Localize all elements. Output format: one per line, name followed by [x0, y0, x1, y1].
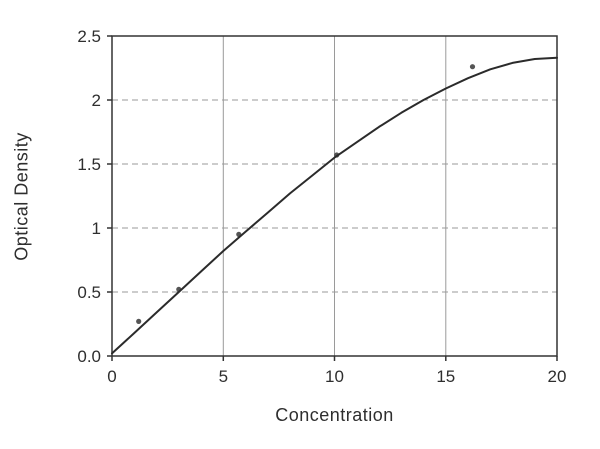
y-tick-label: 0.5 — [77, 283, 101, 302]
y-tick-label: 1 — [92, 219, 101, 238]
y-tick-label: 2.5 — [77, 27, 101, 46]
x-axis-label: Concentration — [275, 405, 394, 425]
x-tick-label: 0 — [107, 367, 116, 386]
x-tick-label: 5 — [219, 367, 228, 386]
fitted-curve — [111, 56, 558, 355]
y-tick-label: 0.0 — [77, 347, 101, 366]
data-point — [136, 318, 142, 324]
x-tick-label: 15 — [436, 367, 455, 386]
x-tick-label: 10 — [325, 367, 344, 386]
y-tick-label: 1.5 — [77, 155, 101, 174]
x-tick-label: 20 — [548, 367, 567, 386]
data-point — [469, 64, 476, 70]
y-tick-label: 2 — [92, 91, 101, 110]
y-axis-label: Optical Density — [11, 132, 32, 261]
